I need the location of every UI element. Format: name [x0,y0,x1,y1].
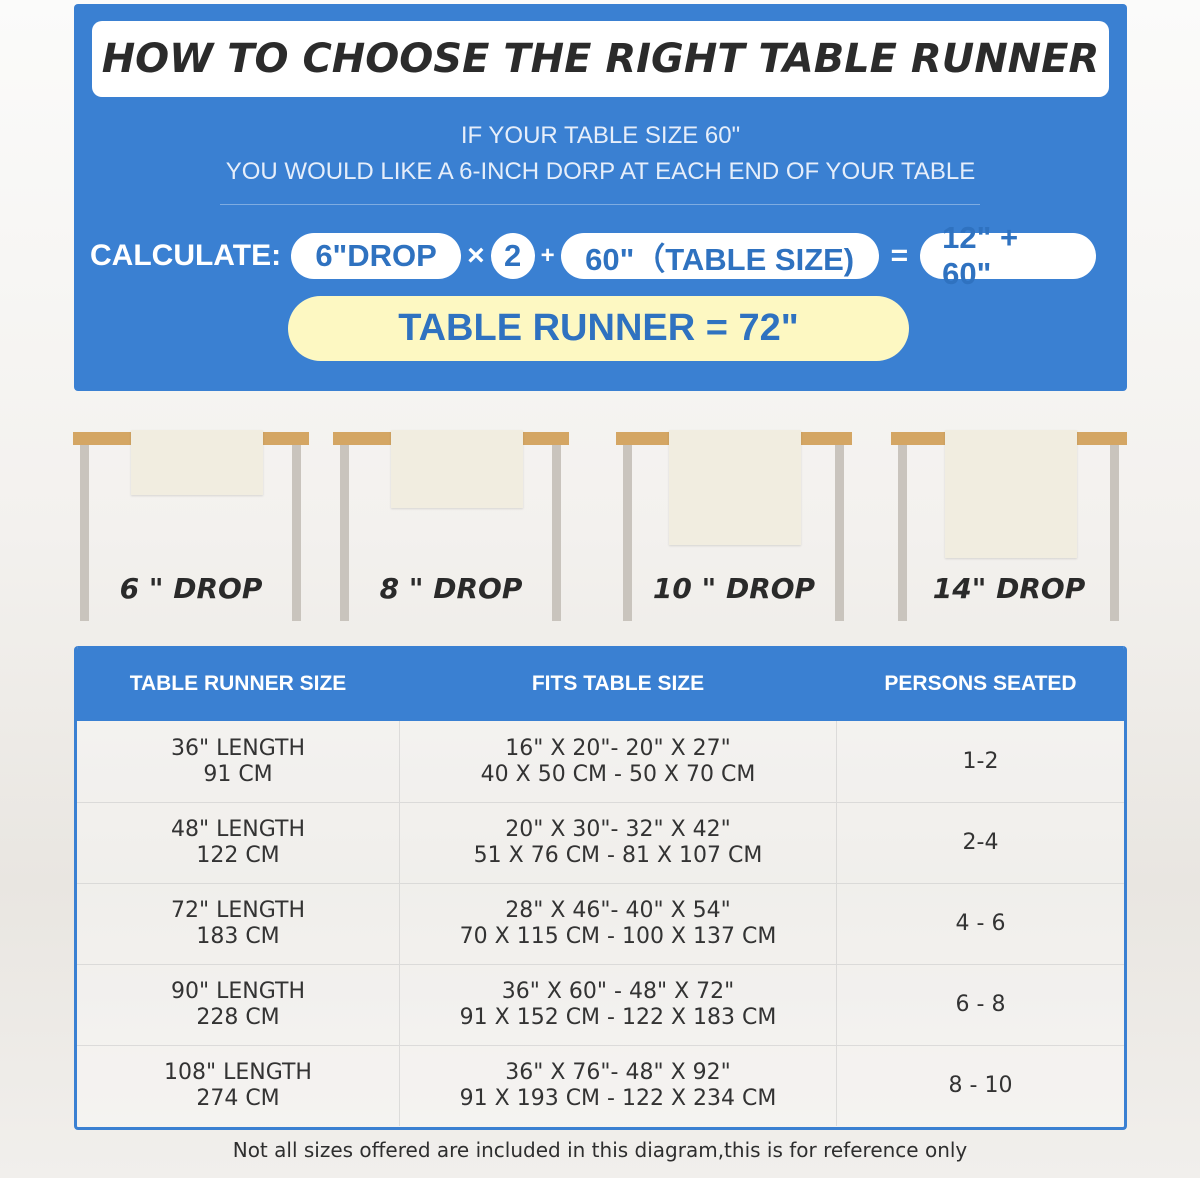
fits-table-cell: 36" X 76"- 48" X 92" 91 X 193 CM - 122 X … [399,1046,837,1126]
table-row: 48" LENGTH 122 CM 20" X 30"- 32" X 42" 51 … [77,802,1124,883]
persons-cell: 1-2 [962,748,999,774]
calculate-label: CALCULATE: [90,239,282,272]
size-table: TABLE RUNNER SIZE FITS TABLE SIZE PERSON… [74,646,1127,1130]
intro-line-2: YOU WOULD LIKE A 6-INCH DORP AT EACH END… [225,158,976,185]
table-row: 90" LENGTH 228 CM 36" X 60" - 48" X 72" 91… [77,964,1124,1045]
runner-size-cell: 72" LENGTH 183 CM [77,884,399,964]
table-leg [80,445,89,621]
runner-length: 36" LENGTH [171,735,305,761]
table-size-pill: 60"（TABLE SIZE) [560,233,879,279]
fits-cm: 51 X 76 CM - 81 X 107 CM [473,843,763,868]
persons-cell: 4 - 6 [955,911,1006,936]
table-row: 36" LENGTH 91 CM 16" X 20"- 20" X 27" 40 X… [77,721,1124,802]
runner-length: 48" LENGTH [171,817,305,842]
fits-cm: 91 X 193 CM - 122 X 234 CM [459,1086,777,1111]
table-leg [898,445,907,621]
drop-diagram-14: 14" DROP [891,430,1127,622]
table-row: 108" LENGTH 274 CM 36" X 76"- 48" X 92" 91… [77,1045,1124,1126]
calculation-row: CALCULATE: 6"DROP × 2 + 60"（TABLE SIZE) … [90,220,1097,291]
drop-label: 6 " DROP [119,572,263,605]
table-leg [623,445,632,621]
runner-size-cell: 90" LENGTH 228 CM [77,965,399,1045]
footnote: Not all sizes offered are included in th… [232,1138,968,1162]
fits-table-cell: 28" X 46"- 40" X 54" 70 X 115 CM - 100 X … [399,884,837,964]
drop-pill: 6"DROP [291,233,462,279]
fits-table-cell: 36" X 60" - 48" X 72" 91 X 152 CM - 122 X… [399,965,837,1045]
plus-sign: + [540,242,555,269]
runner-cm: 228 CM [196,1005,280,1030]
persons-cell: 6 - 8 [955,992,1006,1017]
drop-diagram-6: 6 " DROP [73,430,309,622]
fits-inches: 36" X 76"- 48" X 92" [505,1060,731,1085]
runner-length: 72" LENGTH [171,898,305,923]
runner-size-cell: 36" LENGTH 91 CM [77,721,399,802]
header-persons-seated: PERSONS SEATED [884,671,1077,695]
fits-cm: 40 X 50 CM - 50 X 70 CM [480,761,756,787]
runner-cm: 122 CM [196,843,280,868]
result-pill: TABLE RUNNER = 72" [288,296,909,361]
table-leg [340,445,349,621]
intro-line-1: IF YOUR TABLE SIZE 60" [460,122,741,149]
fits-inches: 16" X 20"- 20" X 27" [505,735,731,761]
runner-size-cell: 108" LENGTH 274 CM [77,1046,399,1126]
times-sign: × [467,239,485,272]
table-leg [835,445,844,621]
fits-inches: 36" X 60" - 48" X 72" [501,979,735,1004]
header-runner-size: TABLE RUNNER SIZE [129,671,347,695]
runner-cm: 274 CM [196,1086,280,1111]
table-leg [552,445,561,621]
runner-drop [669,430,801,545]
persons-cell: 2-4 [962,830,999,855]
drop-diagram-10: 10 " DROP [616,430,852,622]
fits-inches: 28" X 46"- 40" X 54" [505,898,731,923]
drop-label: 14" DROP [932,572,1086,605]
table-leg [1110,445,1119,621]
fits-cm: 91 X 152 CM - 122 X 183 CM [459,1005,777,1030]
runner-drop [945,430,1077,558]
table-leg [292,445,301,621]
drop-label: 10 " DROP [652,572,816,605]
sum-pill: 12" + 60" [920,220,1097,291]
fits-table-cell: 16" X 20"- 20" X 27" 40 X 50 CM - 50 X 70… [399,721,837,802]
runner-cm: 91 CM [203,761,273,787]
fits-cm: 70 X 115 CM - 100 X 137 CM [459,924,777,949]
persons-cell: 8 - 10 [948,1073,1013,1098]
table-header: TABLE RUNNER SIZE FITS TABLE SIZE PERSON… [77,646,1124,721]
runner-drop [131,430,263,495]
drop-diagram-8: 8 " DROP [333,430,569,622]
runner-cm: 183 CM [196,924,280,949]
equals-sign: = [890,239,909,272]
multiplier-pill: 2 [490,233,535,279]
fits-table-cell: 20" X 30"- 32" X 42" 51 X 76 CM - 81 X 10… [399,803,837,883]
divider [220,204,980,205]
runner-drop [391,430,523,508]
table-row: 72" LENGTH 183 CM 28" X 46"- 40" X 54" 70 … [77,883,1124,964]
runner-length: 108" LENGTH [164,1060,312,1085]
header-fits-table-size: FITS TABLE SIZE [531,671,705,695]
runner-size-cell: 48" LENGTH 122 CM [77,803,399,883]
page-title: HOW TO CHOOSE THE RIGHT TABLE RUNNER [92,21,1109,97]
fits-inches: 20" X 30"- 32" X 42" [505,817,731,842]
runner-length: 90" LENGTH [171,979,305,1004]
drop-label: 8 " DROP [379,572,523,605]
